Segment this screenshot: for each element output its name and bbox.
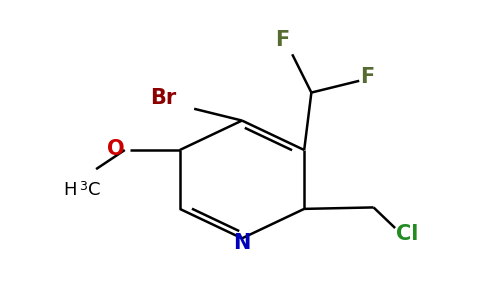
Text: F: F	[275, 30, 290, 50]
Text: O: O	[107, 139, 125, 159]
Text: 3: 3	[79, 180, 87, 193]
Text: F: F	[360, 67, 375, 87]
Text: C: C	[88, 181, 101, 199]
Text: N: N	[233, 233, 251, 253]
Text: Br: Br	[150, 88, 176, 109]
Text: Cl: Cl	[396, 224, 418, 244]
Text: H: H	[63, 181, 77, 199]
